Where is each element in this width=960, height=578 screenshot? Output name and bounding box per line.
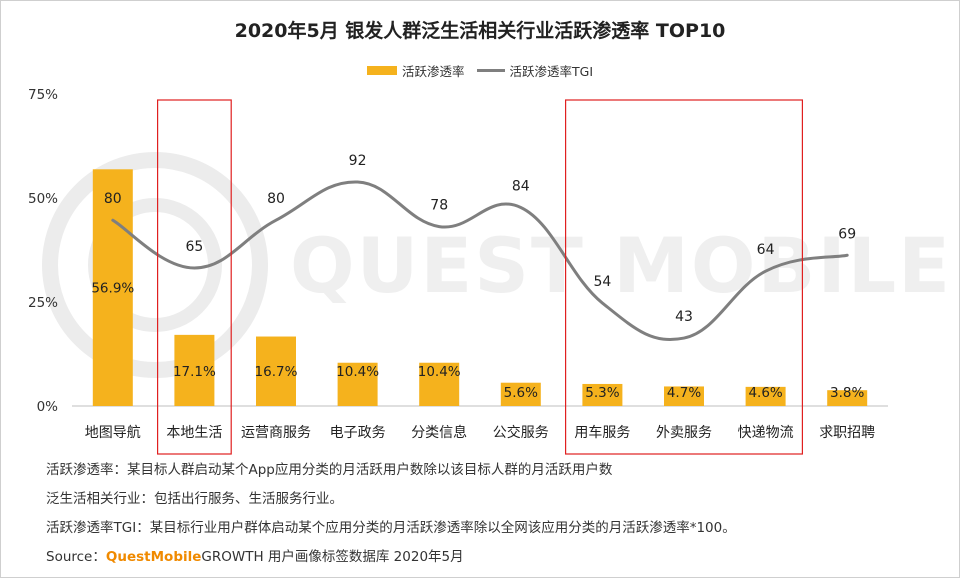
legend-bar-label: 活跃渗透率 <box>401 64 465 79</box>
x-tick-label: 外卖服务 <box>656 425 712 441</box>
tgi-data-label: 78 <box>430 198 448 214</box>
tgi-line-group: 80 65 80 92 78 84 54 43 64 69 <box>104 153 856 341</box>
bar <box>174 334 215 406</box>
legend-line-swatch <box>476 69 505 72</box>
source-prefix: Source： <box>46 549 106 565</box>
tgi-data-label: 84 <box>512 178 530 194</box>
note-line-1: 活跃渗透率：某目标人群启动某个App应用分类的月活跃用户数除以该目标人群的月活跃… <box>46 462 613 478</box>
bars-group: 56.9% 17.1% 16.7% 10.4% 10.4% 5.6% 5.3% 4.7% 4.6… <box>91 169 868 406</box>
bar <box>827 390 868 406</box>
source-rest: GROWTH 用户画像标签数据库 2020年5月 <box>201 549 464 565</box>
bar-data-label: 10.4% <box>336 364 379 380</box>
bar <box>337 362 378 406</box>
tgi-line <box>111 180 849 341</box>
x-tick-label: 分类信息 <box>411 424 467 441</box>
bar-data-label: 10.4% <box>418 364 461 380</box>
bar <box>500 382 541 406</box>
bar-data-label: 3.8% <box>830 385 864 401</box>
watermark-ring <box>42 152 268 378</box>
bar-data-label: 5.3% <box>585 385 619 401</box>
note-line-3: 活跃渗透率TGI：某目标行业用户群体启动某个应用分类的月活跃渗透率除以全网该应用… <box>46 520 736 536</box>
tgi-data-label: 69 <box>838 226 856 242</box>
bar-data-label: 4.7% <box>667 385 701 401</box>
legend-item-bar[interactable]: 活跃渗透率 <box>366 61 465 80</box>
x-tick-label: 运营商服务 <box>241 425 311 441</box>
note-line-2: 泛生活相关行业：包括出行服务、生活服务行业。 <box>46 491 343 507</box>
highlight-box <box>564 99 803 455</box>
bar-data-label: 16.7% <box>255 364 298 380</box>
legend-item-line[interactable]: 活跃渗透率TGI <box>476 61 594 80</box>
x-tick-label: 公交服务 <box>493 424 549 441</box>
tgi-data-label: 92 <box>349 153 367 169</box>
chart-legend: 活跃渗透率 活跃渗透率TGI <box>0 61 960 80</box>
x-tick-label: 地图导航 <box>85 425 141 441</box>
x-tick-label: 本地生活 <box>166 425 222 441</box>
x-tick-label: 用车服务 <box>574 424 630 441</box>
x-tick-label: 快递物流 <box>738 425 794 441</box>
bar <box>92 169 133 406</box>
legend-bar-swatch <box>366 66 397 75</box>
footnotes: 活跃渗透率：某目标人群启动某个App应用分类的月活跃用户数除以该目标人群的月活跃… <box>46 456 736 572</box>
chart-title: 2020年5月 银发人群泛生活相关行业活跃渗透率 TOP10 <box>234 20 726 42</box>
legend-line-label: 活跃渗透率TGI <box>509 64 594 79</box>
source-brand: QuestMobile <box>105 549 202 565</box>
watermark: QUEST MOBILE <box>42 152 952 378</box>
x-tick-label: 求职招聘 <box>819 425 875 441</box>
tgi-data-label: 43 <box>675 309 693 325</box>
tgi-data-label: 54 <box>593 274 611 290</box>
bar <box>745 386 786 406</box>
y-tick-label: 0% <box>37 399 59 415</box>
bar <box>664 386 704 406</box>
bar-data-label: 56.9% <box>91 280 134 296</box>
bar-data-label: 5.6% <box>504 385 538 401</box>
tgi-data-label: 65 <box>185 239 203 255</box>
source-line: Source：QuestMobileGROWTH 用户画像标签数据库 2020年… <box>46 543 736 572</box>
bar <box>256 336 296 406</box>
x-tick-label: 电子政务 <box>330 425 386 441</box>
bar <box>582 383 623 406</box>
highlight-boxes <box>157 99 803 455</box>
tgi-data-label: 80 <box>267 191 285 207</box>
watermark-text: QUEST MOBILE <box>290 221 952 310</box>
tgi-data-label: 64 <box>757 242 775 258</box>
y-tick-label: 50% <box>28 191 58 207</box>
bar-data-label: 4.6% <box>748 385 782 401</box>
bar-data-label: 17.1% <box>173 364 216 380</box>
highlight-box <box>157 99 232 455</box>
tgi-data-label: 80 <box>104 191 122 207</box>
y-tick-label: 25% <box>28 295 58 311</box>
y-tick-label: 75% <box>28 87 58 103</box>
bar <box>419 362 460 406</box>
